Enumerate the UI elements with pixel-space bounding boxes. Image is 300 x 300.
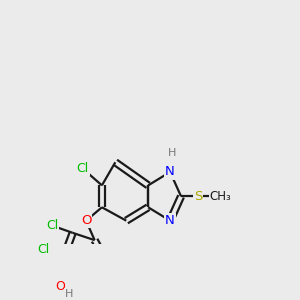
Text: H: H	[65, 289, 74, 299]
Text: O: O	[56, 280, 65, 293]
Text: CH₃: CH₃	[210, 190, 232, 203]
Text: S: S	[194, 190, 202, 203]
Text: Cl: Cl	[46, 219, 58, 232]
Text: N: N	[165, 166, 175, 178]
Text: N: N	[165, 214, 175, 227]
Text: H: H	[168, 148, 177, 158]
Text: Cl: Cl	[38, 243, 50, 256]
Text: O: O	[81, 214, 91, 227]
Text: Cl: Cl	[76, 162, 88, 175]
